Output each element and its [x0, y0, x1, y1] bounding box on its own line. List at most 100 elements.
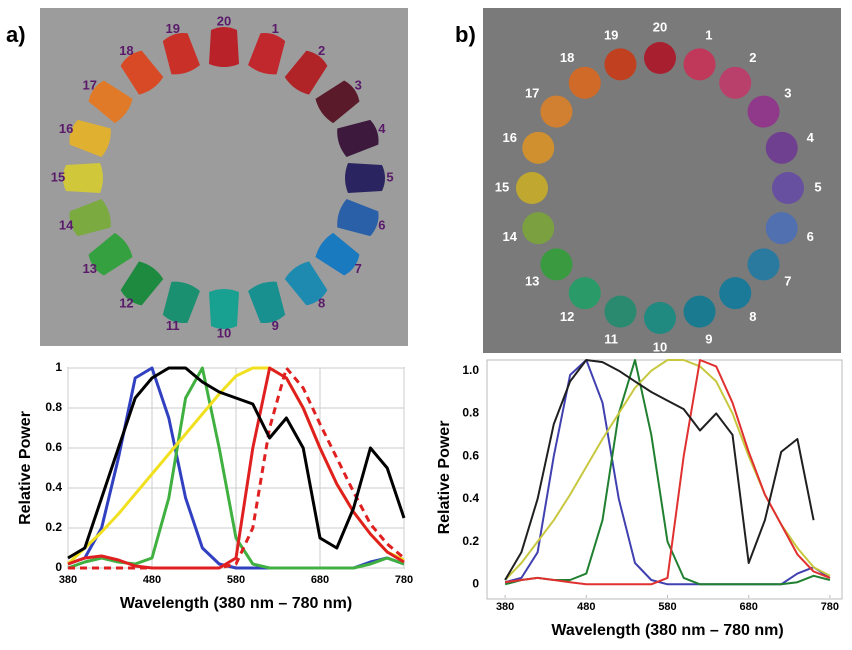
chip [284, 261, 328, 306]
chip-label: 8 [318, 296, 325, 311]
chip-label: 19 [604, 27, 618, 42]
chip-label: 18 [560, 50, 574, 65]
chip [522, 212, 555, 245]
x-tick-label: 680 [311, 574, 329, 586]
chip [522, 131, 555, 164]
chip-label: 7 [355, 261, 362, 276]
chip [315, 232, 360, 276]
chip [683, 295, 716, 328]
series-line [504, 359, 831, 586]
chip-label: 12 [119, 296, 133, 311]
chip-label: 4 [378, 121, 386, 136]
x-tick-label: 380 [496, 601, 514, 613]
chip [644, 302, 676, 334]
chip [315, 80, 360, 124]
y-tick-label: 0.2 [462, 534, 479, 548]
chip-label: 16 [502, 130, 516, 145]
chip-label: 5 [814, 179, 821, 194]
y-tick-label: 0 [55, 560, 62, 574]
series-line [67, 366, 405, 570]
chip [747, 248, 780, 281]
chip-label: 17 [82, 78, 96, 93]
chip [772, 172, 804, 204]
x-tick-label: 780 [821, 601, 839, 613]
chip [88, 80, 133, 124]
chip-label: 17 [525, 85, 539, 100]
chip-label: 1 [705, 27, 712, 42]
chip-label: 11 [166, 318, 180, 333]
chip [604, 295, 637, 328]
chip-label: 3 [784, 85, 791, 100]
chip-label: 1 [272, 21, 279, 36]
chip-label: 10 [653, 339, 667, 354]
x-tick-label: 780 [395, 574, 413, 586]
chip [747, 95, 780, 128]
chip [209, 27, 239, 67]
chip [540, 248, 573, 281]
series-line [504, 359, 831, 586]
chip [345, 163, 385, 193]
chip [63, 163, 103, 193]
y-tick-label: 0.8 [45, 400, 62, 414]
y-tick-label: 0.4 [462, 491, 479, 505]
panel-label: a) [6, 22, 26, 47]
chip [516, 172, 548, 204]
chip [765, 212, 798, 245]
chip [719, 277, 752, 310]
plot-frame [486, 359, 843, 600]
y-tick-label: 0.6 [45, 440, 62, 454]
series-line [504, 359, 831, 586]
chip-label: 2 [318, 43, 325, 58]
chip-label: 9 [705, 332, 712, 347]
chip [644, 42, 676, 74]
x-tick-label: 480 [577, 601, 595, 613]
chip-label: 20 [217, 13, 231, 28]
series-line [504, 359, 831, 581]
chip [540, 95, 573, 128]
chip-label: 11 [604, 332, 618, 347]
x-tick-label: 480 [143, 574, 161, 586]
x-tick-label: 380 [59, 574, 77, 586]
chip [337, 198, 379, 237]
chip [683, 48, 716, 81]
chip-label: 18 [119, 43, 133, 58]
chip [69, 198, 111, 237]
chip-label: 5 [386, 169, 393, 184]
y-tick-label: 1.0 [462, 363, 479, 377]
chip-label: 14 [502, 229, 517, 244]
chip [248, 281, 286, 324]
chip-label: 13 [525, 273, 539, 288]
x-axis-label: Wavelength (380 nm – 780 nm) [120, 595, 352, 612]
chip [719, 66, 752, 99]
chip-label: 6 [378, 218, 385, 233]
chip-label: 16 [59, 121, 73, 136]
chip-label: 15 [51, 169, 65, 184]
chip [248, 32, 286, 75]
chip [765, 131, 798, 164]
x-axis-label: Wavelength (380 nm – 780 nm) [551, 622, 783, 639]
chip-label: 9 [272, 318, 279, 333]
chip-label: 3 [355, 78, 362, 93]
chip-label: 13 [82, 261, 96, 276]
chip-label: 14 [59, 218, 74, 233]
chip-label: 15 [495, 179, 509, 194]
panel-label: b) [455, 22, 476, 47]
x-tick-label: 580 [227, 574, 245, 586]
chip [88, 232, 133, 276]
y-tick-label: 0 [472, 576, 479, 590]
chip [604, 48, 637, 81]
chip [120, 50, 164, 95]
y-axis-label: Relative Power [17, 411, 34, 525]
series-line [68, 366, 405, 570]
chip-label: 10 [217, 325, 231, 340]
chip [69, 119, 111, 158]
x-tick-label: 580 [658, 601, 676, 613]
chip-label: 7 [784, 273, 791, 288]
chip-label: 6 [807, 229, 814, 244]
series-line [67, 366, 406, 560]
chip [162, 32, 200, 75]
y-axis-label: Relative Power [436, 421, 453, 535]
chip [568, 66, 601, 99]
